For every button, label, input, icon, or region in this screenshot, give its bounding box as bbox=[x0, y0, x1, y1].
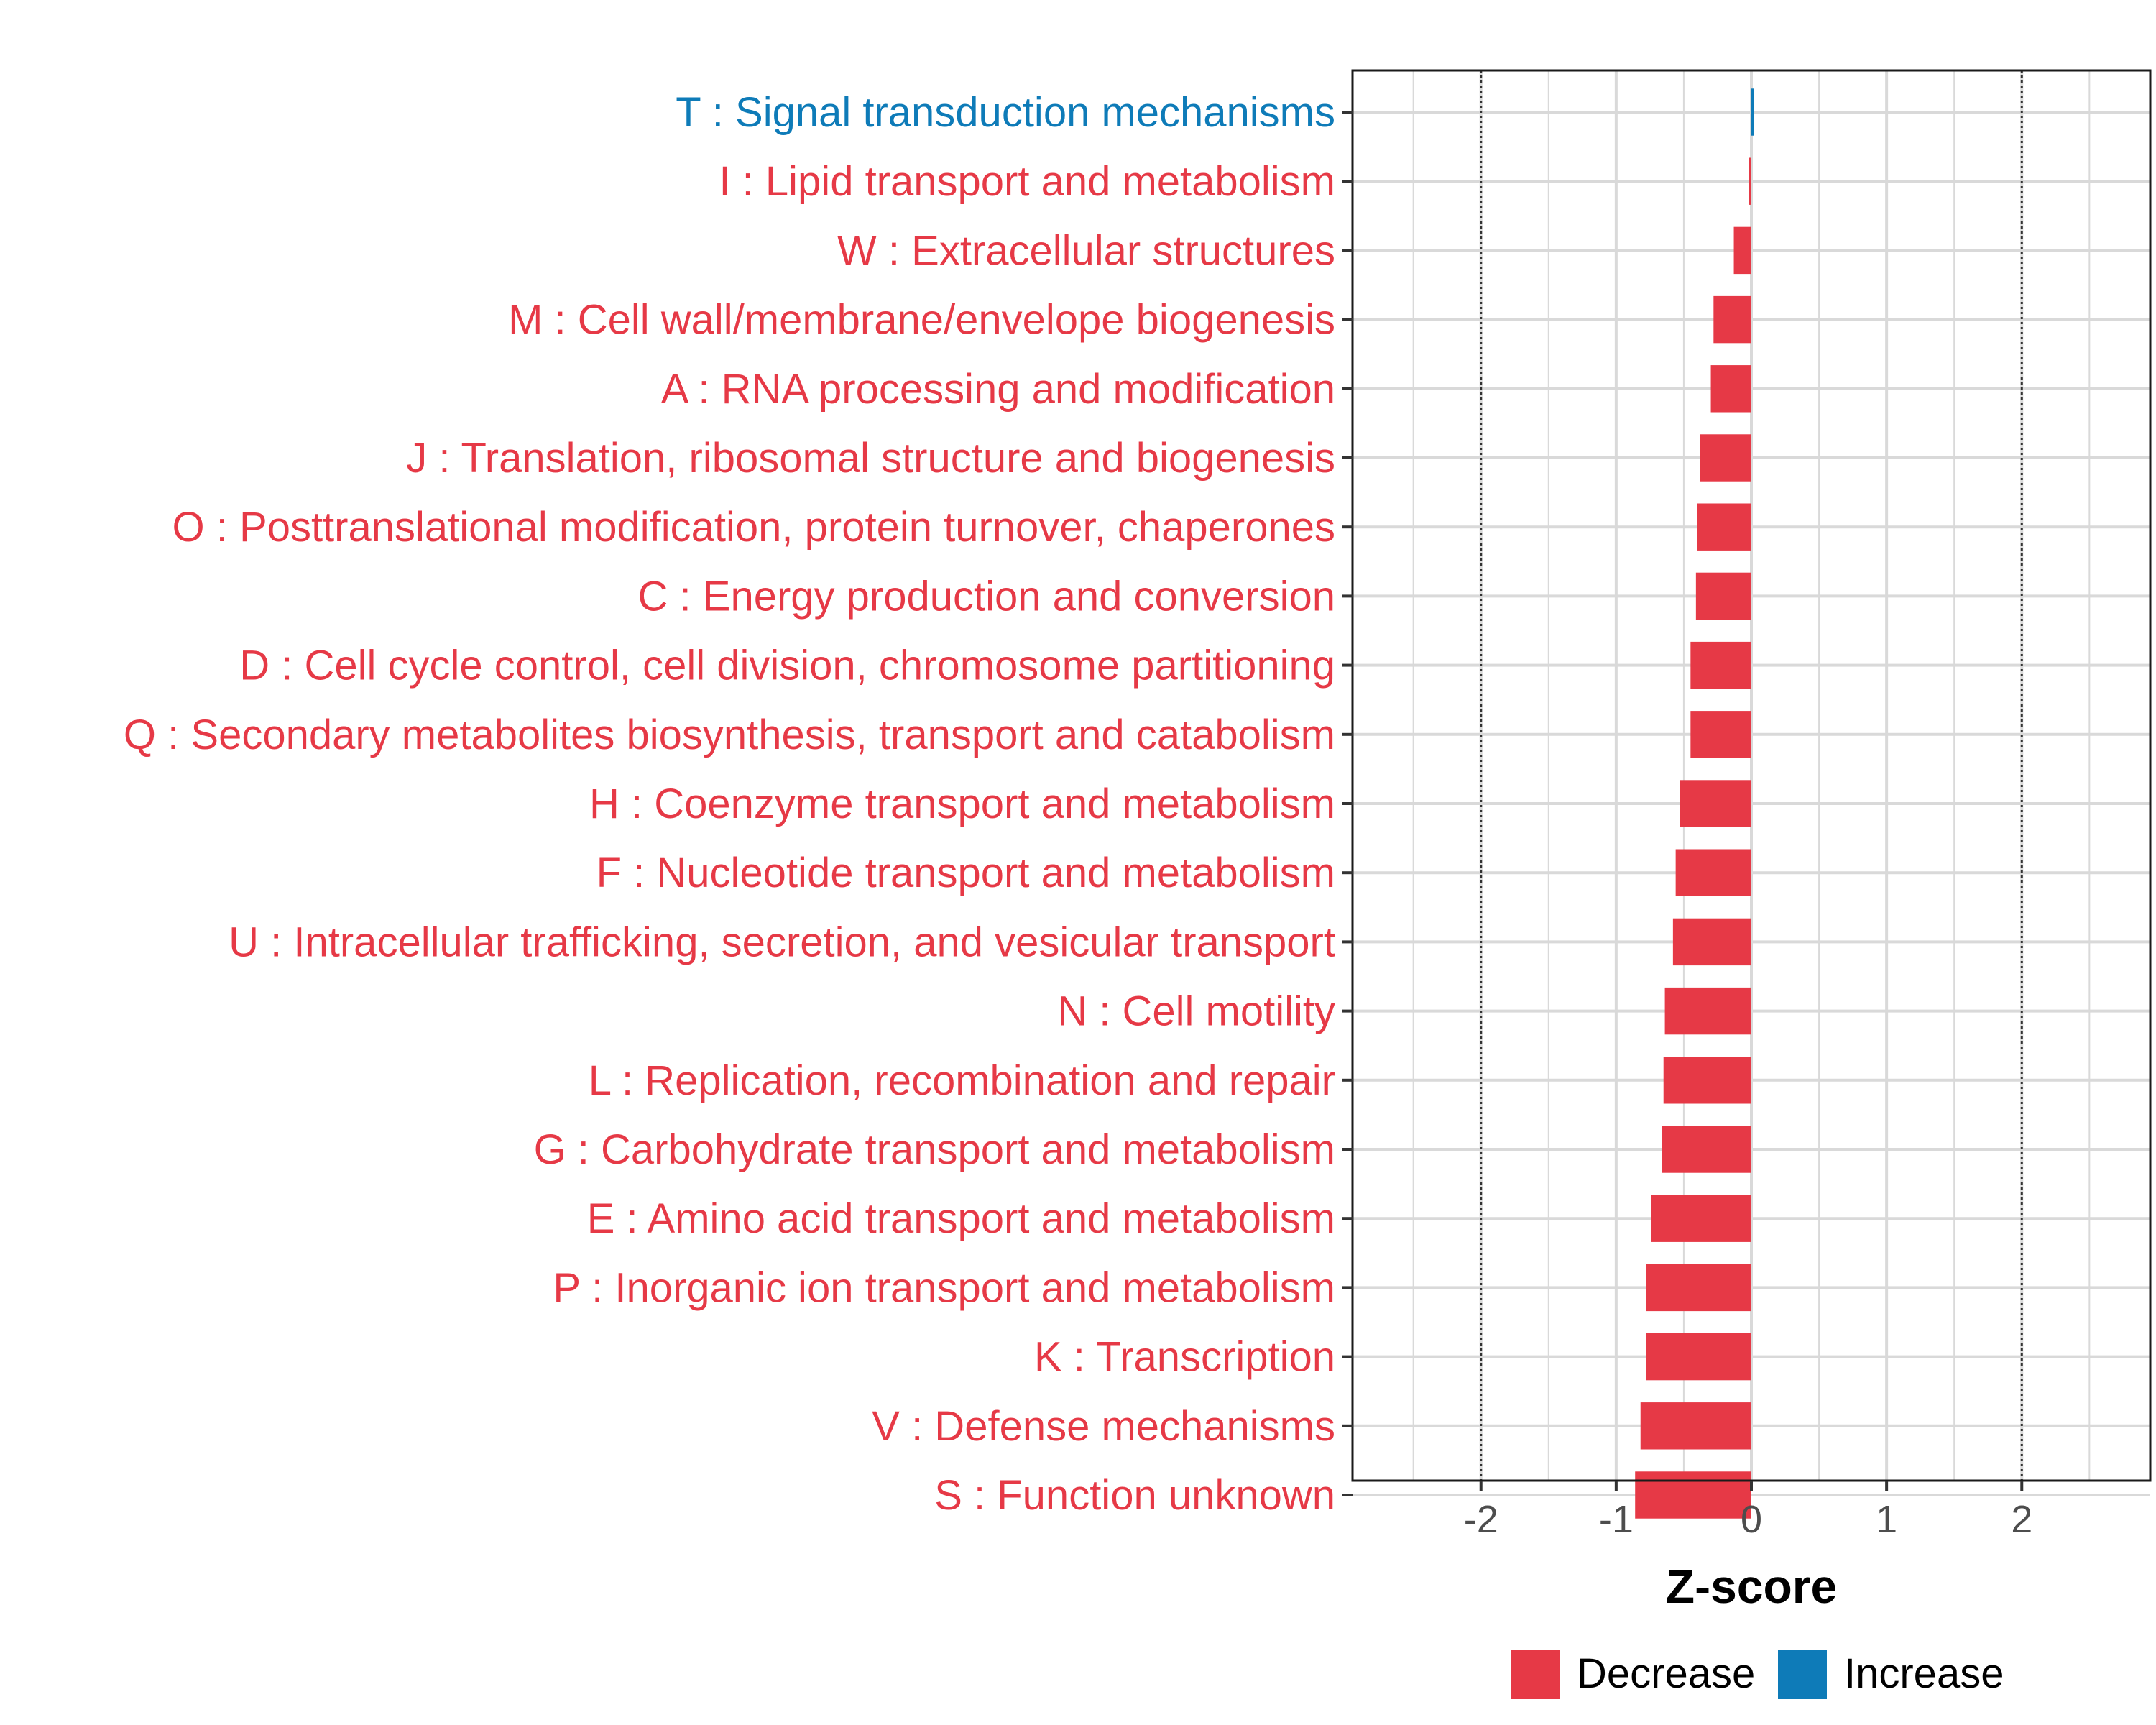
bar bbox=[1700, 434, 1751, 482]
bar bbox=[1675, 849, 1751, 896]
category-label: N : Cell motility bbox=[1057, 988, 1335, 1035]
category-label: F : Nucleotide transport and metabolism bbox=[596, 850, 1335, 896]
bar bbox=[1713, 295, 1751, 344]
category-label: L : Replication, recombination and repai… bbox=[589, 1057, 1335, 1104]
x-axis-title: Z-score bbox=[1666, 1560, 1837, 1613]
bar bbox=[1690, 641, 1751, 689]
category-label: A : RNA processing and modification bbox=[661, 366, 1335, 413]
legend-swatch bbox=[1778, 1650, 1827, 1699]
x-tick-label: 0 bbox=[1741, 1498, 1762, 1541]
category-label: D : Cell cycle control, cell division, c… bbox=[239, 643, 1335, 689]
bar bbox=[1697, 503, 1751, 551]
category-label: E : Amino acid transport and metabolism bbox=[587, 1195, 1335, 1242]
category-label: C : Energy production and conversion bbox=[638, 573, 1335, 620]
bar bbox=[1672, 918, 1751, 966]
x-tick-label: -2 bbox=[1464, 1498, 1498, 1541]
bar bbox=[1663, 1057, 1751, 1104]
bar bbox=[1690, 711, 1751, 758]
bar bbox=[1646, 1264, 1751, 1312]
bar bbox=[1695, 572, 1751, 620]
bar bbox=[1710, 365, 1751, 413]
category-label: H : Coenzyme transport and metabolism bbox=[589, 781, 1335, 827]
category-label: I : Lipid transport and metabolism bbox=[719, 158, 1335, 205]
category-label: O : Posttranslational modification, prot… bbox=[172, 504, 1335, 551]
legend: Decrease Increase bbox=[1511, 1650, 2004, 1699]
category-label: S : Function unknown bbox=[934, 1472, 1335, 1519]
category-label: K : Transcription bbox=[1034, 1334, 1335, 1381]
category-label: W : Extracellular structures bbox=[837, 227, 1335, 274]
bar bbox=[1680, 780, 1751, 827]
bar bbox=[1646, 1333, 1751, 1381]
category-label: M : Cell wall/membrane/envelope biogenes… bbox=[508, 297, 1335, 344]
bar bbox=[1749, 157, 1751, 205]
legend-label: Increase bbox=[1844, 1650, 2004, 1697]
bar bbox=[1664, 987, 1751, 1035]
bar bbox=[1733, 226, 1751, 275]
x-tick-label: -1 bbox=[1599, 1498, 1634, 1541]
legend-swatch bbox=[1511, 1650, 1560, 1699]
category-label: V : Defense mechanisms bbox=[872, 1403, 1335, 1450]
category-label: Q : Secondary metabolites biosynthesis, … bbox=[124, 712, 1335, 758]
category-label: J : Translation, ribosomal structure and… bbox=[406, 435, 1335, 482]
bar bbox=[1751, 88, 1754, 136]
bar bbox=[1640, 1402, 1751, 1450]
bar bbox=[1635, 1471, 1751, 1519]
x-tick-label: 1 bbox=[1876, 1498, 1897, 1541]
category-label: P : Inorganic ion transport and metaboli… bbox=[553, 1264, 1335, 1311]
x-tick-label: 2 bbox=[2011, 1498, 2032, 1541]
category-label: G : Carbohydrate transport and metabolis… bbox=[534, 1126, 1335, 1173]
category-label: U : Intracellular trafficking, secretion… bbox=[229, 919, 1335, 965]
bar bbox=[1651, 1195, 1751, 1242]
category-label: T : Signal transduction mechanisms bbox=[676, 89, 1335, 136]
legend-label: Decrease bbox=[1577, 1650, 1755, 1697]
bar bbox=[1662, 1126, 1751, 1173]
